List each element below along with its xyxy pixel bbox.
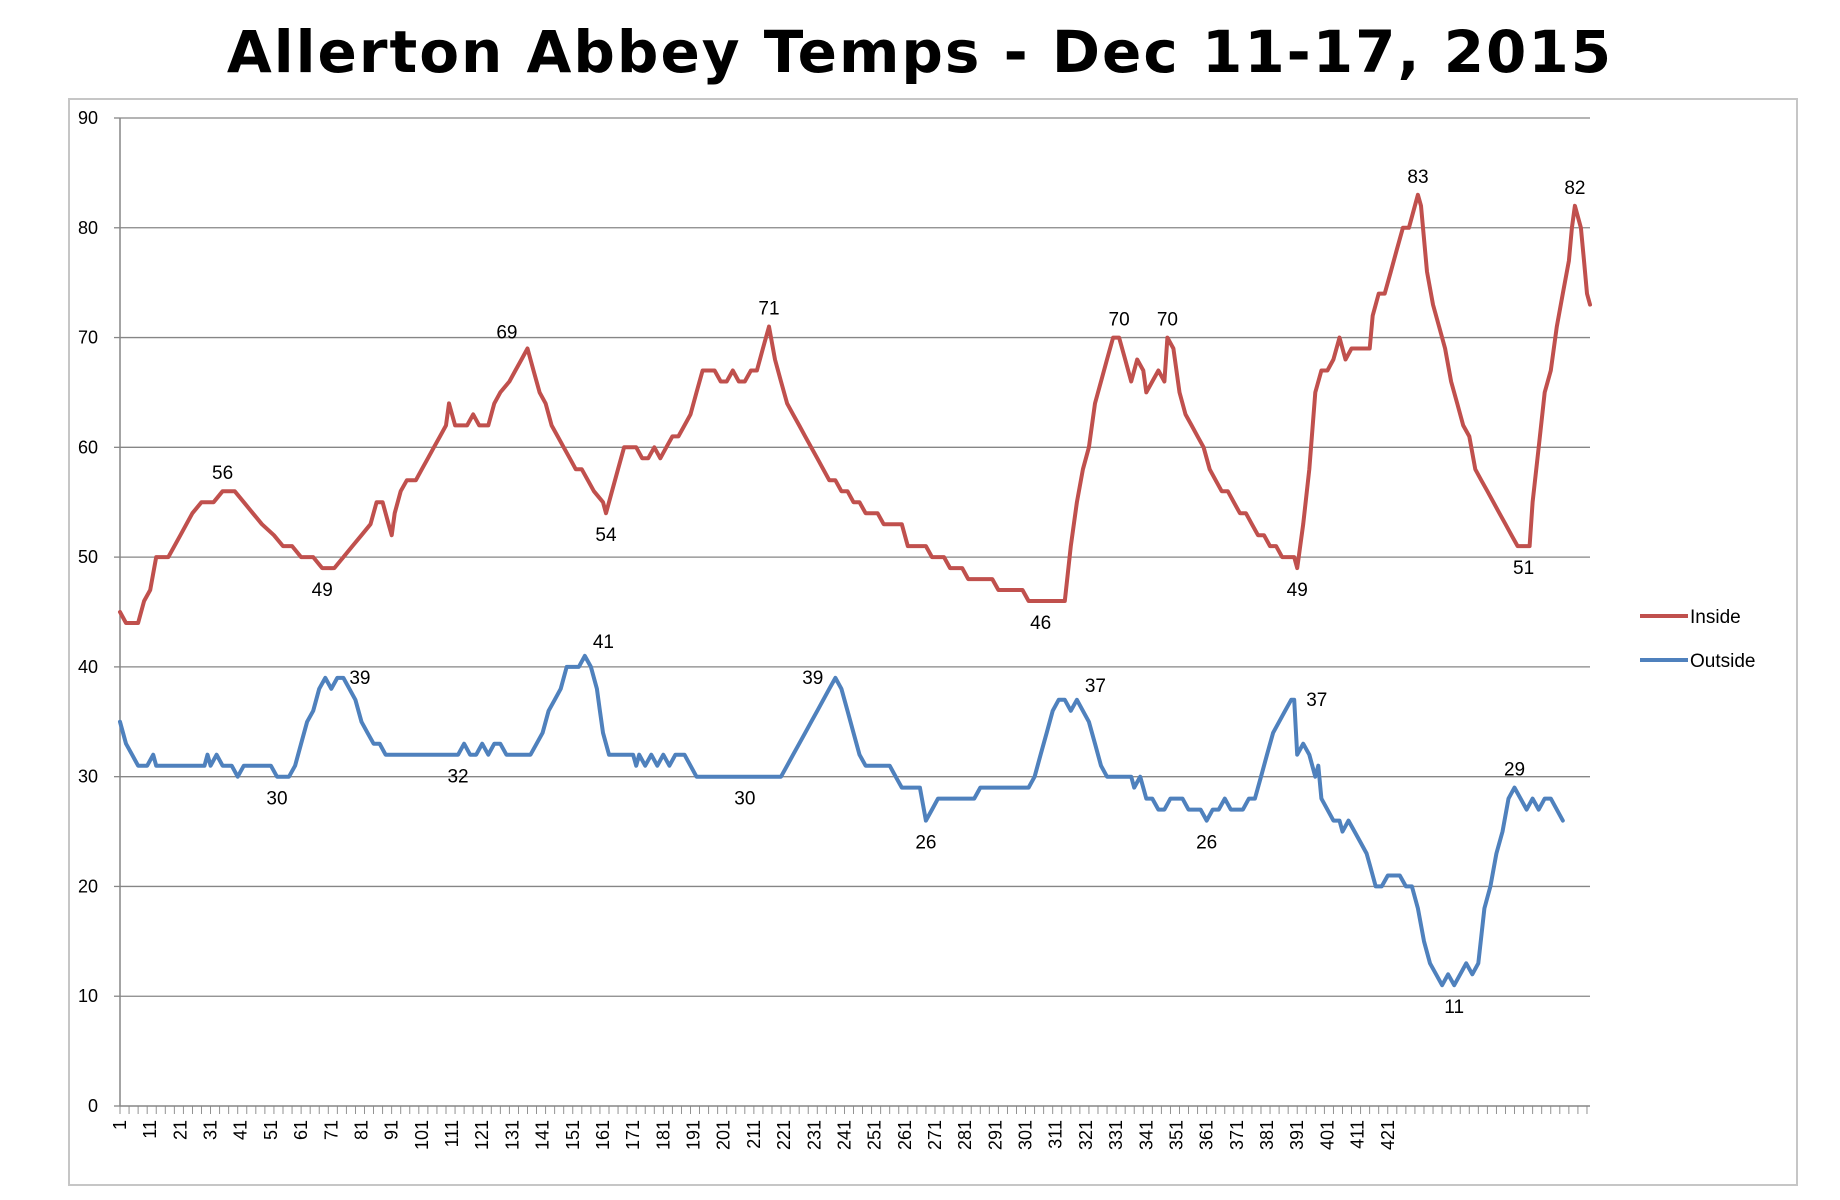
- x-tick-label: 421: [1378, 1120, 1398, 1150]
- x-tick-label: 391: [1287, 1120, 1307, 1150]
- x-tick-label: 131: [502, 1120, 522, 1150]
- y-tick-label: 90: [78, 108, 98, 128]
- x-tick-label: 101: [412, 1120, 432, 1150]
- x-tick-label: 411: [1348, 1120, 1368, 1149]
- data-label: 11: [1444, 997, 1464, 1018]
- y-tick-label: 30: [78, 767, 98, 787]
- y-tick-label: 60: [78, 437, 98, 457]
- x-tick-label: 211: [744, 1120, 764, 1149]
- x-tick-label: 361: [1197, 1120, 1217, 1150]
- x-tick-label: 221: [774, 1120, 794, 1150]
- data-label: 41: [593, 632, 614, 653]
- x-tick-label: 401: [1317, 1120, 1337, 1150]
- data-label: 32: [447, 767, 468, 788]
- data-label: 30: [734, 789, 755, 810]
- chart-title: Allerton Abbey Temps - Dec 11-17, 2015: [226, 18, 1614, 86]
- x-tick-label: 231: [804, 1120, 824, 1150]
- data-label: 26: [1196, 833, 1217, 854]
- data-label: 71: [758, 299, 779, 320]
- data-label: 51: [1513, 558, 1534, 579]
- x-tick-label: 141: [533, 1120, 553, 1150]
- data-label: 37: [1085, 676, 1106, 697]
- x-tick-label: 161: [593, 1120, 613, 1150]
- y-tick-label: 40: [78, 657, 98, 677]
- data-label: 30: [266, 789, 287, 810]
- y-tick-label: 20: [78, 876, 98, 896]
- y-tick-label: 0: [88, 1096, 98, 1116]
- y-tick-label: 50: [78, 547, 98, 567]
- x-tick-label: 261: [895, 1120, 915, 1150]
- x-tick-label: 331: [1106, 1120, 1126, 1150]
- x-tick-label: 281: [955, 1120, 975, 1150]
- x-tick-label: 191: [684, 1120, 704, 1150]
- chart-border: [68, 98, 1798, 1186]
- x-tick-label: 201: [714, 1120, 734, 1150]
- x-tick-label: 371: [1227, 1120, 1247, 1150]
- x-tick-label: 41: [231, 1120, 251, 1140]
- data-label: 54: [595, 525, 617, 546]
- x-tick-label: 81: [351, 1120, 371, 1140]
- x-tick-label: 1: [110, 1120, 130, 1130]
- x-tick-label: 91: [382, 1120, 402, 1140]
- data-label: 39: [802, 668, 823, 689]
- x-tick-label: 341: [1136, 1120, 1156, 1150]
- x-tick-label: 321: [1076, 1120, 1096, 1150]
- legend-label-inside: Inside: [1690, 607, 1741, 628]
- x-tick-label: 251: [865, 1120, 885, 1150]
- y-tick-label: 80: [78, 218, 98, 238]
- x-tick-label: 171: [623, 1120, 643, 1150]
- data-label: 82: [1564, 178, 1585, 199]
- data-label: 56: [212, 463, 233, 484]
- x-tick-label: 351: [1166, 1120, 1186, 1150]
- x-tick-label: 51: [261, 1120, 281, 1140]
- legend-label-outside: Outside: [1690, 651, 1755, 672]
- x-tick-label: 11: [140, 1120, 160, 1139]
- x-tick-label: 121: [472, 1120, 492, 1150]
- y-tick-label: 10: [78, 986, 98, 1006]
- data-label: 37: [1306, 690, 1327, 711]
- series-lines: [118, 192, 1592, 988]
- data-label: 69: [496, 323, 517, 344]
- y-tick-label: 70: [78, 328, 98, 348]
- x-tick-label: 301: [1016, 1120, 1036, 1150]
- data-label: 46: [1030, 613, 1051, 634]
- legend: Inside Outside: [1640, 607, 1755, 672]
- x-tick-label: 71: [321, 1120, 341, 1140]
- data-label: 70: [1157, 310, 1178, 331]
- x-tick-label: 21: [170, 1120, 190, 1140]
- data-labels: 56 49 69 54 71 46 70 70 49 83 51 82 30 39 32 41 30 39 26 37…: [212, 167, 1585, 1018]
- data-label: 39: [349, 668, 370, 689]
- x-tick-label: 381: [1257, 1120, 1277, 1150]
- data-label: 70: [1109, 310, 1130, 331]
- data-label: 29: [1504, 760, 1525, 781]
- x-tick-label: 181: [653, 1120, 673, 1150]
- series-line-inside: [118, 192, 1592, 625]
- data-label: 49: [1287, 580, 1308, 601]
- x-tick-label: 151: [563, 1120, 583, 1150]
- data-label: 49: [312, 580, 333, 601]
- x-tick-label: 31: [201, 1120, 221, 1140]
- gridlines: [120, 117, 1590, 997]
- data-label: 83: [1407, 167, 1428, 188]
- x-tick-label: 111: [442, 1120, 462, 1147]
- x-tick-label: 61: [291, 1120, 311, 1140]
- data-label: 26: [915, 833, 936, 854]
- x-tick-label: 291: [985, 1120, 1005, 1150]
- x-tick-label: 311: [1046, 1120, 1066, 1149]
- x-tick-label: 271: [925, 1120, 945, 1150]
- series-line-outside: [118, 653, 1565, 988]
- x-tick-label: 241: [834, 1120, 854, 1150]
